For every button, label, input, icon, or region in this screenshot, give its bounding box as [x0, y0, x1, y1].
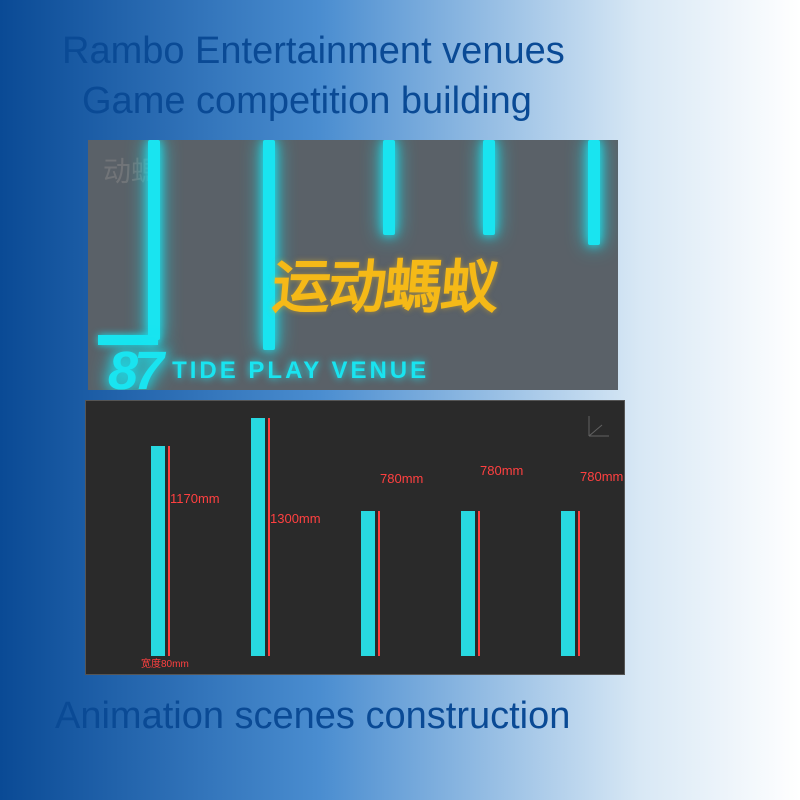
- neon-bar: [148, 140, 160, 340]
- logo-number: 87: [108, 340, 160, 390]
- dimension-line: [478, 511, 480, 656]
- cad-panel: 1170mm 1300mm 780mm 780mm 780mm 宽度80mm: [85, 400, 625, 675]
- dimension-label: 1170mm: [170, 491, 220, 506]
- title-line-1: Rambo Entertainment venues: [62, 30, 565, 73]
- venue-name-chinese: 运动螞蚁: [269, 240, 500, 324]
- cad-bar: [461, 511, 475, 656]
- dimension-label: 780mm: [480, 463, 523, 478]
- dimension-line: [578, 511, 580, 656]
- title-line-2: Game competition building: [82, 80, 532, 123]
- neon-bar: [588, 140, 600, 245]
- tide-play-venue-text: TIDE PLAY VENUE: [172, 357, 429, 385]
- dimension-label: 780mm: [380, 471, 423, 486]
- footer-title: Animation scenes construction: [55, 695, 570, 738]
- width-label: 宽度80mm: [141, 655, 189, 670]
- dimension-line: [268, 418, 270, 656]
- dimension-label: 780mm: [580, 469, 623, 484]
- dimension-line: [168, 446, 170, 656]
- cad-bar: [561, 511, 575, 656]
- cad-bar: [151, 446, 165, 656]
- axis-icon: [584, 411, 614, 441]
- neon-bar: [383, 140, 395, 235]
- cad-bar: [361, 511, 375, 656]
- tide-area: 87 TIDE PLAY VENUE: [108, 340, 429, 390]
- neon-bar: [483, 140, 495, 235]
- render-panel: 动螞 运动螞蚁 87 TIDE PLAY VENUE: [88, 140, 618, 390]
- dimension-line: [378, 511, 380, 656]
- dimension-label: 1300mm: [270, 511, 321, 526]
- cad-bar: [251, 418, 265, 656]
